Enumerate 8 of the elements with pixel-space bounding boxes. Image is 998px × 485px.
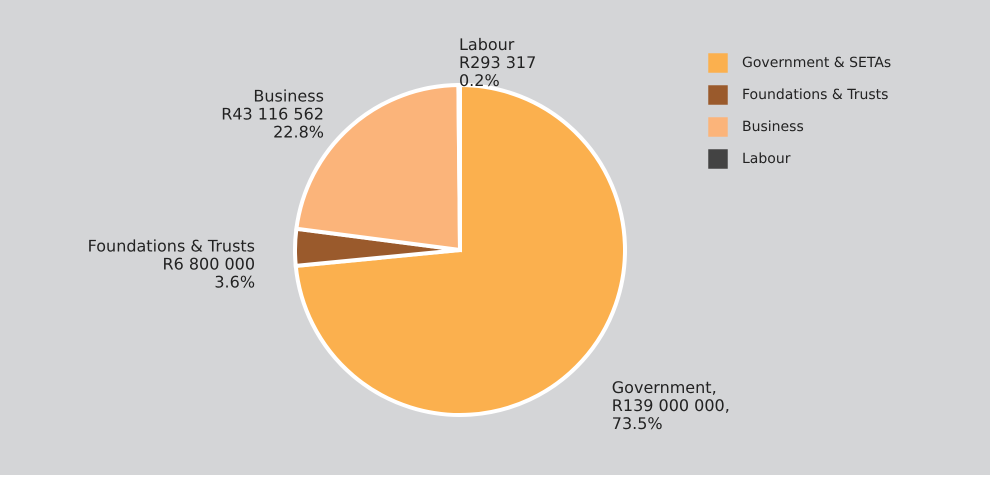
legend-label: Business — [742, 119, 804, 135]
legend-label: Labour — [742, 151, 791, 167]
legend-label: Government & SETAs — [742, 55, 892, 71]
data-label: Labour R293 317 0.2% — [459, 35, 536, 90]
data-label: Government, R139 000 000, 73.5% — [612, 378, 730, 433]
data-label: Business R43 116 562 22.8% — [221, 86, 324, 142]
data-label: Foundations & Trusts R6 800 000 3.6% — [88, 236, 256, 292]
legend-label: Foundations & Trusts — [742, 87, 888, 103]
